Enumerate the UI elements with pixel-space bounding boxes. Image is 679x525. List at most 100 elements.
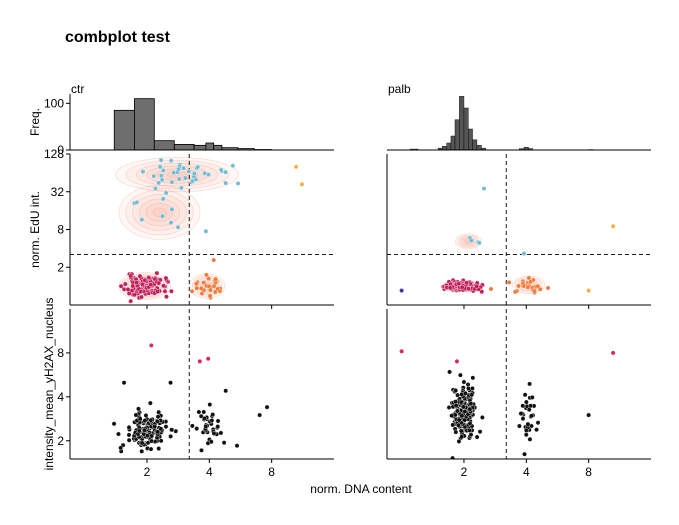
scatter-point [529, 413, 534, 419]
scatter-point [467, 406, 473, 412]
scatter-point [218, 167, 224, 173]
scatter-point [516, 283, 521, 289]
scatter-point [168, 220, 174, 226]
scatter-point [116, 431, 121, 437]
density-contour [138, 198, 181, 227]
scatter-point [202, 416, 207, 421]
scatter-point [176, 176, 182, 182]
scatter-point [190, 178, 195, 184]
scatter-point [458, 372, 463, 378]
h2ax-ctr-plot-area [111, 309, 270, 459]
scatter-point [156, 446, 162, 451]
scatter-point [468, 432, 474, 438]
scatter-point [455, 408, 460, 414]
scatter-point [126, 424, 132, 430]
histogram-y-label: Freq. [28, 108, 42, 136]
scatter-point [178, 185, 184, 191]
histogram-bar [446, 142, 452, 151]
scatter-point [158, 173, 164, 179]
density-contour [115, 157, 240, 193]
scatter-point [469, 392, 475, 398]
x-tick-label: 4 [206, 465, 213, 479]
scatter-point [506, 280, 512, 285]
scatter-point [147, 400, 153, 406]
scatter-point [450, 422, 456, 428]
scatter-point [299, 181, 305, 187]
scatter-point [118, 445, 124, 451]
scatter-point [470, 375, 476, 381]
y-tick-label: 8 [57, 223, 64, 237]
scatter-point [210, 412, 216, 417]
scatter-point [206, 172, 211, 177]
scatter-point [466, 386, 471, 391]
h2ax-palb-plot-area [399, 309, 616, 459]
scatter-point [198, 413, 204, 419]
histogram-bar [205, 142, 215, 151]
scatter-point [202, 170, 208, 176]
scatter-point [201, 409, 207, 415]
scatter-point [467, 427, 472, 433]
scatter-point [168, 380, 173, 386]
scatter-point [528, 279, 534, 285]
scatter-point [525, 284, 531, 290]
y-tick-label: 2 [57, 260, 64, 274]
scatter-point [139, 281, 145, 287]
scatter-point [456, 439, 462, 444]
scatter-point [458, 399, 464, 405]
scatter-point [520, 403, 526, 409]
scatter-point [203, 228, 209, 234]
scatter-point [522, 451, 527, 457]
scatter-point [154, 270, 160, 276]
scatter-point [527, 436, 533, 442]
scatter-point [148, 343, 154, 348]
scatter-point [257, 412, 263, 418]
scatter-point [459, 284, 465, 290]
scatter-point [160, 213, 165, 219]
scatter-point [146, 275, 152, 280]
scatter-point [454, 358, 460, 364]
scatter-point [148, 282, 154, 288]
panel-title: ctr [71, 82, 84, 96]
scatter-point [140, 169, 146, 175]
scatter-point [160, 167, 166, 173]
scatter-point [162, 288, 168, 294]
scatter-point [189, 288, 195, 294]
scatter-point [460, 404, 466, 410]
scatter-point [194, 285, 200, 291]
scatter-point [523, 428, 529, 433]
scatter-point [144, 433, 150, 439]
x-tick-label: 8 [268, 465, 275, 479]
scatter-point [462, 417, 468, 423]
scatter-point [453, 429, 459, 435]
scatter-point [474, 283, 480, 289]
scatter-point [206, 276, 212, 281]
scatter-point [459, 413, 465, 419]
y-tick-label: 100 [44, 96, 64, 110]
scatter-point [155, 289, 160, 294]
scatter-point [169, 179, 175, 185]
scatter-point [446, 405, 452, 410]
scatter-point [132, 292, 137, 298]
scatter-point [522, 392, 528, 398]
scatter-point [223, 180, 229, 186]
scatter-point [215, 418, 221, 424]
histogram-bar [476, 145, 482, 151]
h2ax-y-label: intensity_mean_yH2AX_nucleus [42, 298, 56, 471]
scatter-point [459, 392, 465, 397]
scatter-point [126, 432, 132, 438]
scatter-point [156, 180, 162, 186]
scatter-point [474, 434, 480, 440]
scatter-point [118, 283, 124, 289]
histogram-bar [134, 98, 155, 151]
scatter-point [198, 285, 204, 291]
scatter-point [152, 424, 158, 430]
y-tick-label: 8 [57, 346, 64, 360]
x-tick-label: 2 [144, 465, 151, 479]
scatter-point [464, 280, 470, 286]
scatter-point [175, 224, 181, 230]
scatter-point [142, 418, 148, 424]
scatter-point [169, 206, 175, 212]
scatter-point [521, 251, 527, 257]
edu-ctr-plot-area [70, 154, 334, 305]
scatter-point [155, 429, 161, 435]
